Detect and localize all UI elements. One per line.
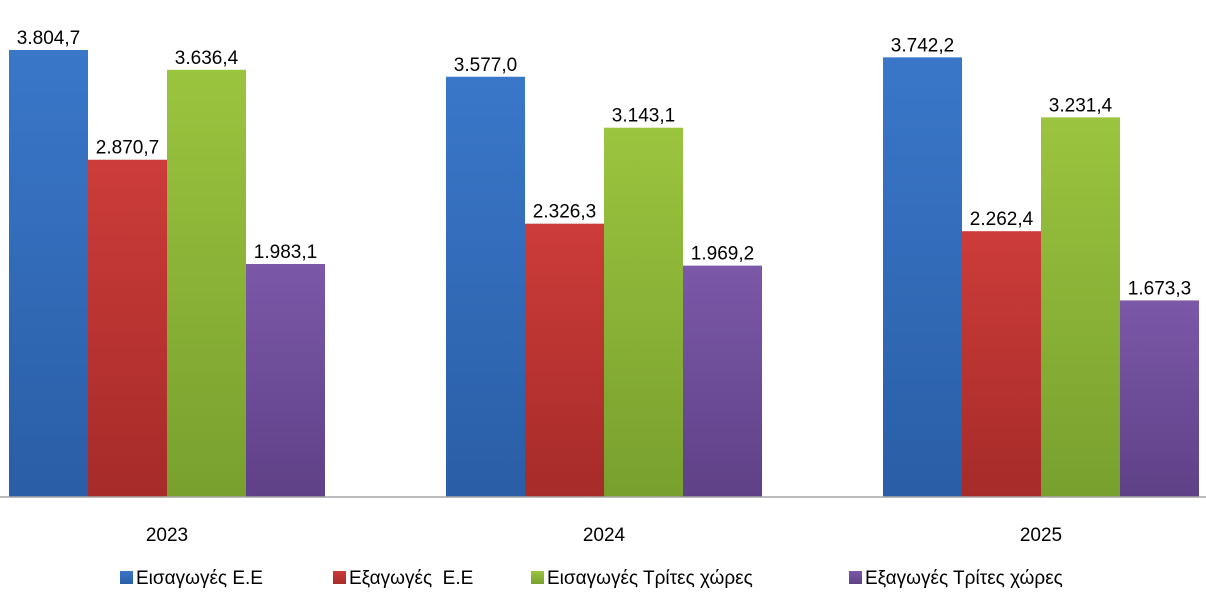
bar-2024-series-2 — [525, 223, 604, 497]
x-tick-label-2025: 2025 — [1020, 525, 1062, 546]
legend-label-series-1: Εισαγωγές Ε.Ε — [136, 568, 263, 589]
data-label-2023-series-1: 3.804,7 — [17, 28, 80, 49]
data-label-2023-series-4: 1.983,1 — [254, 242, 317, 263]
data-label-2023-series-3: 3.636,4 — [175, 48, 239, 69]
data-label-2023-series-2: 2.870,7 — [96, 138, 159, 159]
bar-2023-series-4 — [246, 264, 325, 497]
data-label-2025-series-2: 2.262,4 — [970, 209, 1034, 230]
data-labels-layer: 3.804,7 2.870,7 3.636,4 1.983,1 3.577,0 2.326… — [17, 28, 1191, 299]
data-label-2025-series-1: 3.742,2 — [891, 35, 954, 56]
bar-2024-series-3 — [604, 127, 683, 497]
bar-2023-series-2 — [88, 159, 167, 497]
legend-swatch-series-3 — [531, 571, 544, 584]
bar-2025-series-4 — [1120, 300, 1199, 497]
legend-swatch-series-4 — [849, 571, 862, 584]
legend-label-series-3: Εισαγωγές Τρίτες χώρες — [547, 568, 753, 589]
x-tick-label-2024: 2024 — [583, 525, 626, 546]
bar-2024-series-1 — [446, 76, 525, 498]
legend-label-series-4: Εξαγωγές Τρίτες χώρες — [865, 568, 1063, 589]
x-tick-label-2023: 2023 — [146, 525, 188, 546]
legend: Εισαγωγές Ε.Ε Εξαγωγές Ε.Ε Εισαγωγές Τρίτε… — [120, 568, 1063, 589]
legend-swatch-series-2 — [333, 571, 346, 584]
bar-2025-series-2 — [962, 231, 1041, 497]
data-label-2024-series-2: 2.326,3 — [533, 202, 596, 223]
data-label-2024-series-4: 1.969,2 — [691, 244, 754, 265]
bar-2025-series-3 — [1041, 117, 1120, 498]
bars-layer — [9, 50, 1199, 498]
data-label-2024-series-3: 3.143,1 — [612, 106, 675, 127]
legend-swatch-series-1 — [120, 571, 133, 584]
bar-2024-series-4 — [683, 265, 762, 497]
x-tick-labels: 2023 2024 2025 — [146, 525, 1062, 546]
legend-label-series-2: Εξαγωγές Ε.Ε — [349, 568, 473, 589]
data-label-2025-series-4: 1.673,3 — [1128, 278, 1191, 299]
bar-2023-series-1 — [9, 50, 88, 497]
bar-2025-series-1 — [883, 57, 962, 497]
bar-2023-series-3 — [167, 69, 246, 497]
data-label-2024-series-1: 3.577,0 — [454, 55, 517, 76]
data-label-2025-series-3: 3.231,4 — [1049, 95, 1113, 116]
